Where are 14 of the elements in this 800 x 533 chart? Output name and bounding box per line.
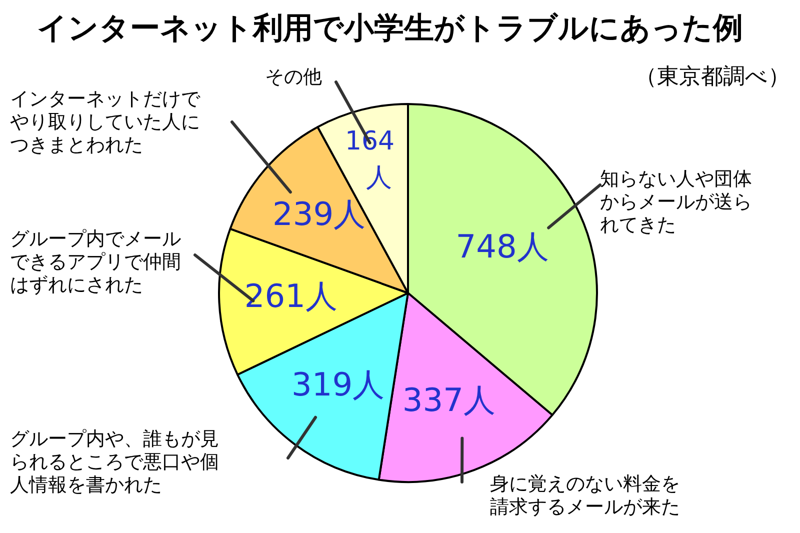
chart-subtitle: （東京都調べ） xyxy=(635,64,790,90)
chart-title: インターネット利用で小学生がトラブルにあった例 xyxy=(37,10,743,46)
data-label: 337人 xyxy=(402,381,496,420)
slice-label: グループ内でメールできるアプリで仲間はずれにされた xyxy=(10,228,181,296)
data-label: 164人 xyxy=(344,126,395,194)
data-label: 261人 xyxy=(244,277,338,316)
slice-label: 知らない人や団体からメールが送られてきた xyxy=(600,168,752,236)
slice-label: グループ内や、誰もが見られるところで悪口や個人情報を書かれた xyxy=(10,428,219,496)
slice-label: 身に覚えのない料金を請求するメールが来た xyxy=(490,472,680,518)
slice-label: インターネットだけでやり取りしていた人につきまとわれた xyxy=(10,88,201,156)
data-label: 748人 xyxy=(456,228,549,266)
data-label: 239人 xyxy=(272,194,366,233)
slice-label: その他 xyxy=(265,66,322,88)
data-label: 319人 xyxy=(292,365,385,404)
